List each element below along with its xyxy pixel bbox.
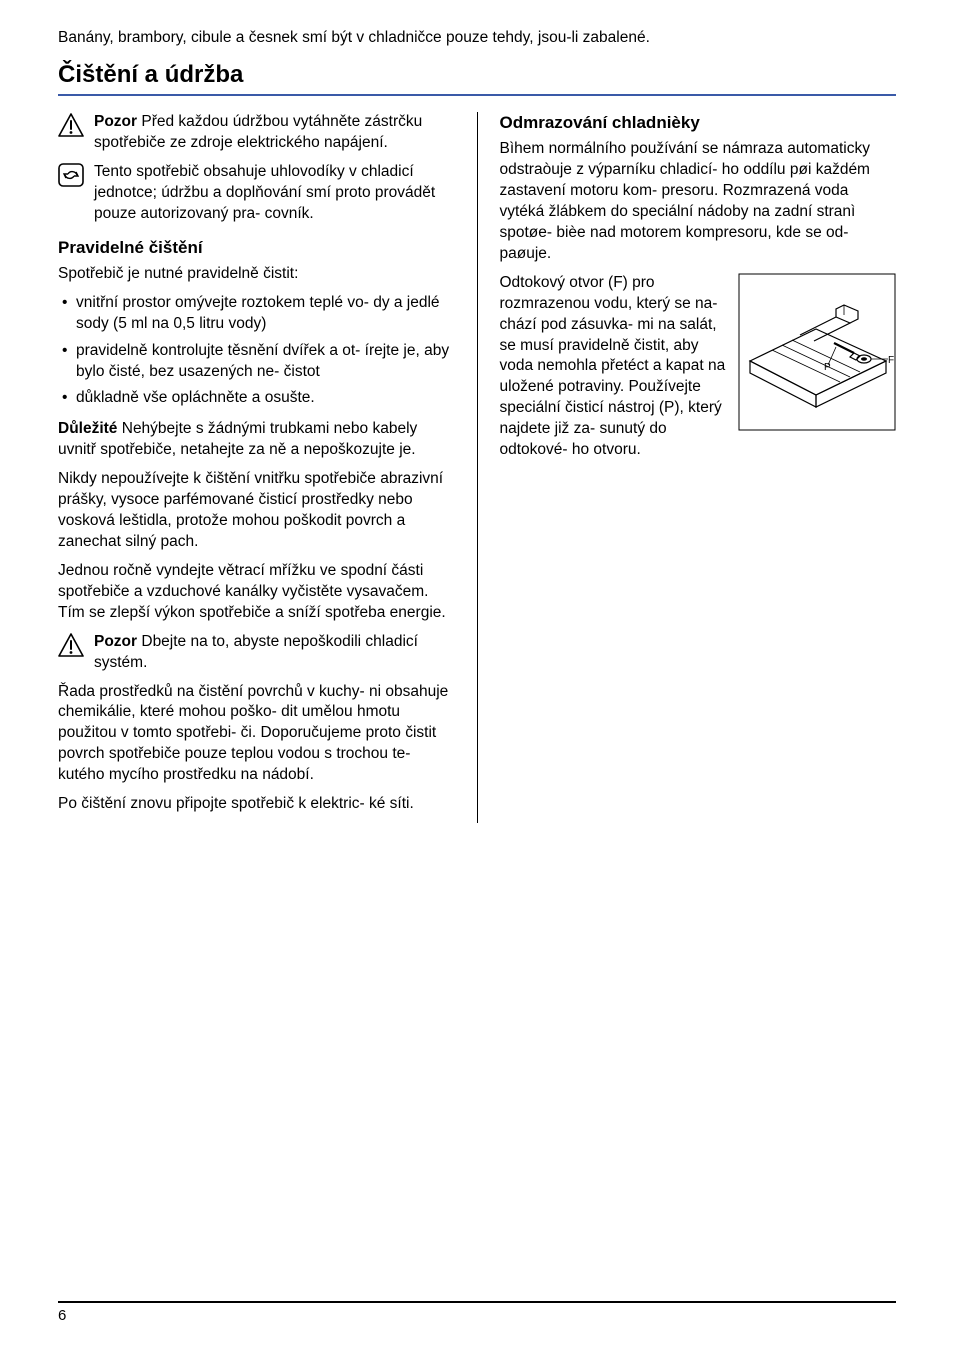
list-item: vnitřní prostor omývejte roztokem teplé … — [58, 293, 455, 335]
important-label: Důležité — [58, 420, 117, 437]
subheading-odmrazovani: Odmrazování chladnièky — [500, 112, 897, 135]
warning-label: Pozor — [94, 633, 137, 650]
odmraz-with-figure: Odtokový otvor (F) pro rozmrazenou vodu,… — [500, 273, 897, 461]
drain-diagram: P F — [738, 273, 896, 431]
page-number: 6 — [58, 1307, 66, 1324]
rada-text: Řada prostředků na čistění povrchů v kuc… — [58, 682, 455, 787]
warning-icon — [58, 113, 84, 137]
after-clean-text: Po čištění znovu připojte spotřebič k el… — [58, 794, 455, 815]
page-footer: 6 — [58, 1301, 896, 1326]
list-item: pravidelně kontrolujte těsnění dvířek a … — [58, 341, 455, 383]
eco-text: Tento spotřebič obsahuje uhlovodíky v ch… — [94, 163, 435, 222]
odmraz-intro: Bìhem normálního používání se námraza au… — [500, 139, 897, 265]
odmraz-text: Odtokový otvor (F) pro rozmrazenou vodu,… — [500, 273, 729, 461]
eco-block: Tento spotřebič obsahuje uhlovodíky v ch… — [58, 162, 455, 225]
warning-icon — [58, 633, 84, 657]
important-block: Důležité Nehýbejte s žádnými trubkami ne… — [58, 419, 455, 461]
two-column-layout: Pozor Před každou údržbou vytáhněte zást… — [58, 112, 896, 823]
list-item: důkladně vše opláchněte a osušte. — [58, 388, 455, 409]
svg-text:P: P — [824, 362, 831, 373]
subheading-pravidelne: Pravidelné čištění — [58, 237, 455, 260]
footer-rule — [58, 1301, 896, 1303]
warning-block-1: Pozor Před každou údržbou vytáhněte zást… — [58, 112, 455, 154]
left-column: Pozor Před každou údržbou vytáhněte zást… — [58, 112, 455, 823]
bullet-list: vnitřní prostor omývejte roztokem teplé … — [58, 293, 455, 410]
column-divider — [477, 112, 478, 823]
svg-text:F: F — [888, 355, 894, 366]
clean-intro: Spotřebič je nutné pravidelně čistit: — [58, 264, 455, 285]
heading-cisteni: Čištění a údržba — [58, 59, 896, 91]
warning-1-text: Před každou údržbou vytáhněte zástrčku s… — [94, 113, 422, 151]
recycle-icon — [58, 163, 84, 187]
warning-block-2: Pozor Dbejte na to, abyste nepoškodili c… — [58, 632, 455, 674]
yearly-text: Jednou ročně vyndejte větrací mřížku ve … — [58, 561, 455, 624]
heading-rule — [58, 94, 896, 96]
right-column: Odmrazování chladnièky Bìhem normálního … — [500, 112, 897, 823]
warning-2-text: Dbejte na to, abyste nepoškodili chladic… — [94, 633, 418, 671]
intro-text: Banány, brambory, cibule a česnek smí bý… — [58, 28, 896, 49]
warning-label: Pozor — [94, 113, 137, 130]
important-text-2: Nikdy nepoužívejte k čištění vnitřku spo… — [58, 469, 455, 553]
